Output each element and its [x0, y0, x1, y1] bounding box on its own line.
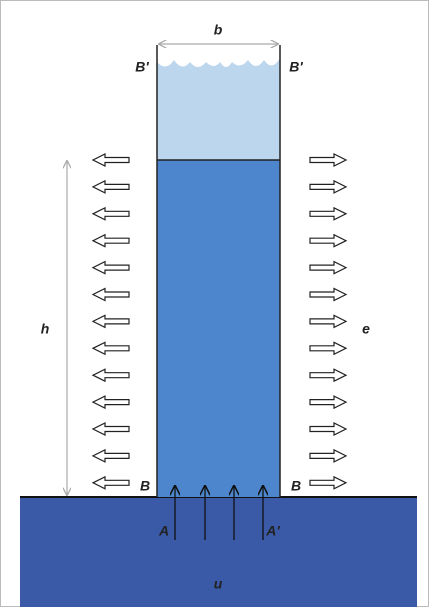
- label: A': [265, 523, 280, 539]
- label: B: [140, 478, 150, 494]
- label: e: [362, 321, 370, 337]
- label: B: [291, 478, 301, 494]
- label: b: [214, 22, 223, 38]
- label: u: [214, 576, 223, 592]
- lower-column: [157, 160, 280, 497]
- diagram: b B' B' h e B B A A' u: [0, 0, 429, 607]
- label: B': [289, 59, 303, 75]
- label: B': [135, 59, 149, 75]
- label: A: [158, 523, 169, 539]
- label: h: [41, 321, 50, 337]
